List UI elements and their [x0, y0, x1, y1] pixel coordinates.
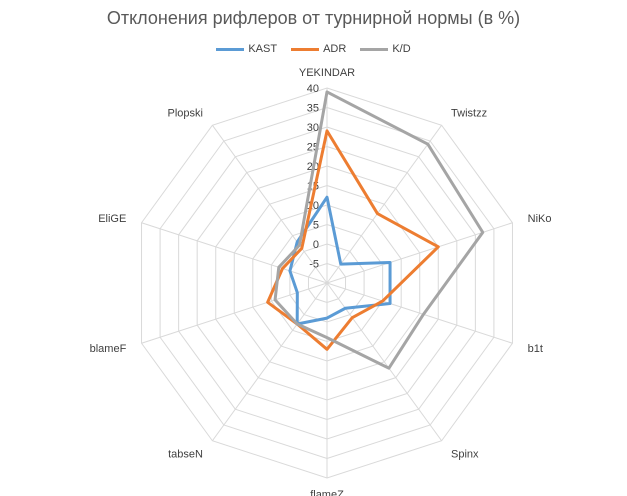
- series-line-kast: [288, 195, 392, 326]
- tick-label-8: 0: [313, 239, 319, 251]
- radar-grid: [141, 87, 513, 479]
- tick-label-1: 35: [307, 103, 319, 115]
- legend-label-kast: KAST: [248, 43, 278, 55]
- spoke-1: [326, 124, 443, 284]
- legend-label-adr: ADR: [323, 43, 347, 55]
- tick-label-2: 30: [307, 122, 319, 134]
- category-label-twistzz: Twistzz: [451, 107, 487, 119]
- legend: KAST ADR K/D: [0, 43, 627, 55]
- category-label-tabsen: tabseN: [168, 449, 203, 461]
- tick-label-7: 5: [313, 220, 319, 232]
- series-line-adr: [266, 129, 440, 351]
- legend-label-kd: K/D: [392, 43, 411, 55]
- spoke-4: [326, 282, 443, 442]
- tick-label-9: -5: [309, 259, 319, 271]
- spoke-3: [326, 282, 513, 344]
- spoke-9: [211, 124, 328, 284]
- legend-entry-adr: ADR: [291, 43, 346, 55]
- legend-entry-kast: KAST: [216, 43, 277, 55]
- tick-label-0: 40: [307, 83, 319, 95]
- series-line-kd: [273, 90, 485, 370]
- category-label-spinx: Spinx: [451, 449, 479, 461]
- legend-swatch-adr: [291, 47, 320, 51]
- category-label-b1t: b1t: [528, 343, 543, 355]
- category-label-elige: EliGE: [98, 213, 126, 225]
- legend-swatch-kast: [216, 47, 245, 51]
- spoke-8: [141, 222, 328, 284]
- category-label-flamez: flameZ: [310, 489, 344, 496]
- spoke-6: [211, 282, 328, 442]
- series-lines: [266, 90, 485, 370]
- legend-entry-kd: K/D: [360, 43, 411, 55]
- category-label-plopski: Plopski: [168, 107, 203, 119]
- legend-swatch-kd: [360, 47, 389, 51]
- category-label-niko: NiKo: [528, 213, 552, 225]
- category-label-blamef: blameF: [90, 343, 127, 355]
- category-labels: YEKINDAR Twistzz NiKo b1t Spinx flameZ tabseN b…: [90, 67, 552, 496]
- chart-title: Отклонения рифлеров от турнирной нормы (…: [106, 8, 521, 28]
- category-label-yekindar: YEKINDAR: [299, 67, 355, 79]
